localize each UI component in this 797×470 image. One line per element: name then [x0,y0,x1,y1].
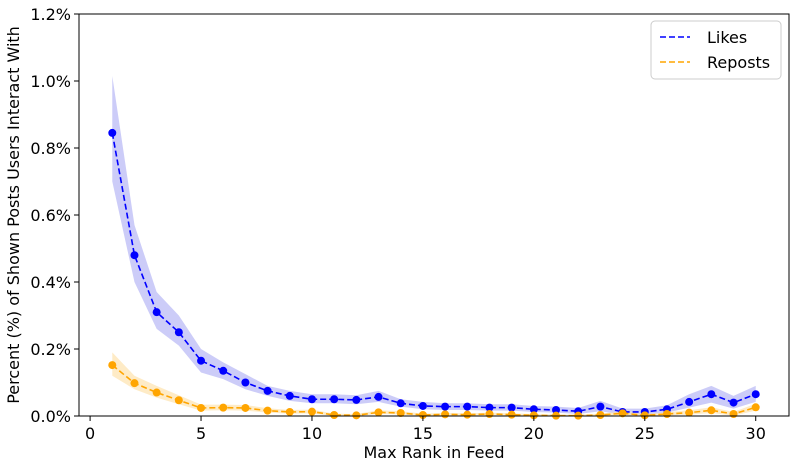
reposts-point [263,406,272,415]
likes-legend-label: Likes [707,28,747,47]
x-axis-label: Max Rank in Feed [363,443,504,462]
x-tick-label: 0 [85,424,95,443]
likes-point [529,405,538,414]
likes-point [685,397,694,406]
likes-point [174,328,183,337]
reposts-point [485,409,494,418]
reposts-point [396,408,405,417]
y-tick-label: 0.0% [30,407,71,426]
legend: Likes Reposts [650,20,782,80]
reposts-point [374,408,383,417]
likes-point [418,401,427,410]
likes-point [285,391,294,400]
likes-point [307,395,316,404]
x-tick-label: 5 [196,424,206,443]
reposts-legend-label: Reposts [707,53,770,72]
likes-point [241,378,250,387]
likes-point [263,386,272,395]
reposts-point [596,410,605,419]
y-axis-ticks: 0.0% 0.2% 0.4% 0.6% 0.8% 1.0% 1.2% [30,5,79,426]
reposts-point [751,403,760,412]
legend-box [650,20,782,80]
likes-point [751,390,760,399]
likes-confidence-band [112,75,756,415]
likes-point [729,398,738,407]
likes-point [152,308,161,317]
likes-point [485,403,494,412]
likes-point [219,366,228,375]
confidence-bands [112,75,756,416]
reposts-point [662,409,671,418]
reposts-point [174,396,183,405]
x-tick-label: 20 [524,424,544,443]
likes-point [352,395,361,404]
reposts-point [729,409,738,418]
y-axis-label: Percent (%) of Shown Posts Users Interac… [4,26,23,404]
likes-point [507,403,516,412]
x-axis-ticks: 0 5 10 15 20 25 30 [85,416,766,443]
reposts-point [108,361,117,370]
y-tick-label: 0.4% [30,273,71,292]
reposts-point [307,407,316,416]
reposts-point [707,406,716,415]
reposts-point [152,388,161,397]
y-tick-label: 0.2% [30,340,71,359]
reposts-point [529,411,538,420]
reposts-point [418,410,427,419]
likes-point [130,251,139,260]
reposts-point [441,410,450,419]
reposts-point [197,403,206,412]
reposts-point [618,409,627,418]
likes-point [396,399,405,408]
x-tick-label: 30 [746,424,766,443]
reposts-point [640,411,649,420]
reposts-point [219,403,228,412]
reposts-point [352,411,361,420]
likes-point [552,405,561,414]
likes-point [596,402,605,411]
likes-point [707,390,716,399]
reposts-point [330,410,339,419]
likes-point [197,356,206,365]
likes-point [463,402,472,411]
reposts-point [130,379,139,388]
x-tick-label: 25 [635,424,655,443]
reposts-point [463,410,472,419]
y-tick-label: 1.2% [30,5,71,24]
likes-point [330,395,339,404]
reposts-point [241,403,250,412]
reposts-point [285,407,294,416]
likes-point [441,402,450,411]
likes-point [374,392,383,401]
reposts-point [507,410,516,419]
x-tick-label: 15 [413,424,433,443]
likes-point [108,128,117,137]
series-markers [108,128,760,420]
likes-line [111,132,757,413]
y-tick-label: 1.0% [30,72,71,91]
reposts-point [685,408,694,417]
y-tick-label: 0.6% [30,206,71,225]
y-tick-label: 0.8% [30,139,71,158]
x-tick-label: 10 [302,424,322,443]
